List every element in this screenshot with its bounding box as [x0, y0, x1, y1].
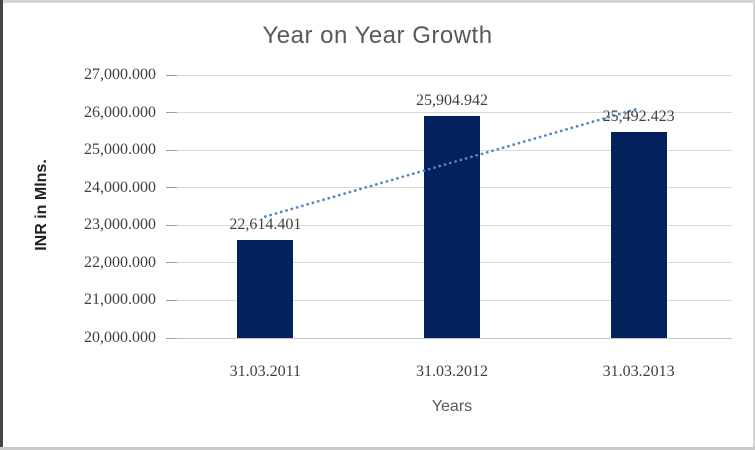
y-tick-label: 27,000.000 — [84, 66, 156, 83]
y-axis-tick — [166, 262, 177, 264]
x-axis-title: Years — [431, 398, 473, 415]
y-tick-label: 21,000.000 — [84, 291, 156, 309]
y-tick-label: 24,000.000 — [84, 178, 156, 196]
y-axis-tick — [166, 299, 177, 301]
y-tick-label: 25,000.000 — [84, 141, 156, 159]
x-tick-label: 31.03.2011 — [229, 363, 302, 380]
gridline — [172, 112, 732, 114]
y-axis-tick — [166, 337, 177, 339]
y-tick-label: 20,000.000 — [84, 329, 156, 346]
y-axis-tick — [166, 224, 177, 226]
y-axis-title: INR in Mlns. — [33, 159, 50, 251]
frame-border-left — [0, 0, 3, 450]
chart-title: Year on Year Growth — [262, 22, 493, 49]
plot-area — [172, 74, 732, 339]
y-axis-tick — [166, 74, 177, 76]
x-tick-label: 31.03.2013 — [602, 363, 675, 380]
frame-border-bottom — [0, 447, 755, 450]
y-tick-label: 23,000.000 — [84, 216, 156, 234]
trendline — [263, 107, 641, 218]
bar-data-label: 25,492.423 — [602, 107, 675, 125]
bar — [610, 131, 667, 338]
frame-border-top — [0, 0, 755, 3]
x-tick-label: 31.03.2012 — [416, 363, 488, 380]
y-axis-tick — [166, 187, 177, 189]
bar-data-label: 25,904.942 — [416, 92, 488, 110]
bar — [424, 116, 480, 338]
frame-border-right — [753, 0, 755, 450]
gridline — [172, 337, 732, 339]
bar — [237, 239, 294, 338]
bar-data-label: 22,614.401 — [229, 215, 302, 233]
y-tick-label: 26,000.000 — [84, 103, 156, 121]
y-axis-tick — [166, 149, 177, 151]
y-tick-label: 22,000.000 — [84, 253, 156, 271]
gridline — [172, 74, 732, 76]
y-axis-tick — [166, 112, 177, 114]
